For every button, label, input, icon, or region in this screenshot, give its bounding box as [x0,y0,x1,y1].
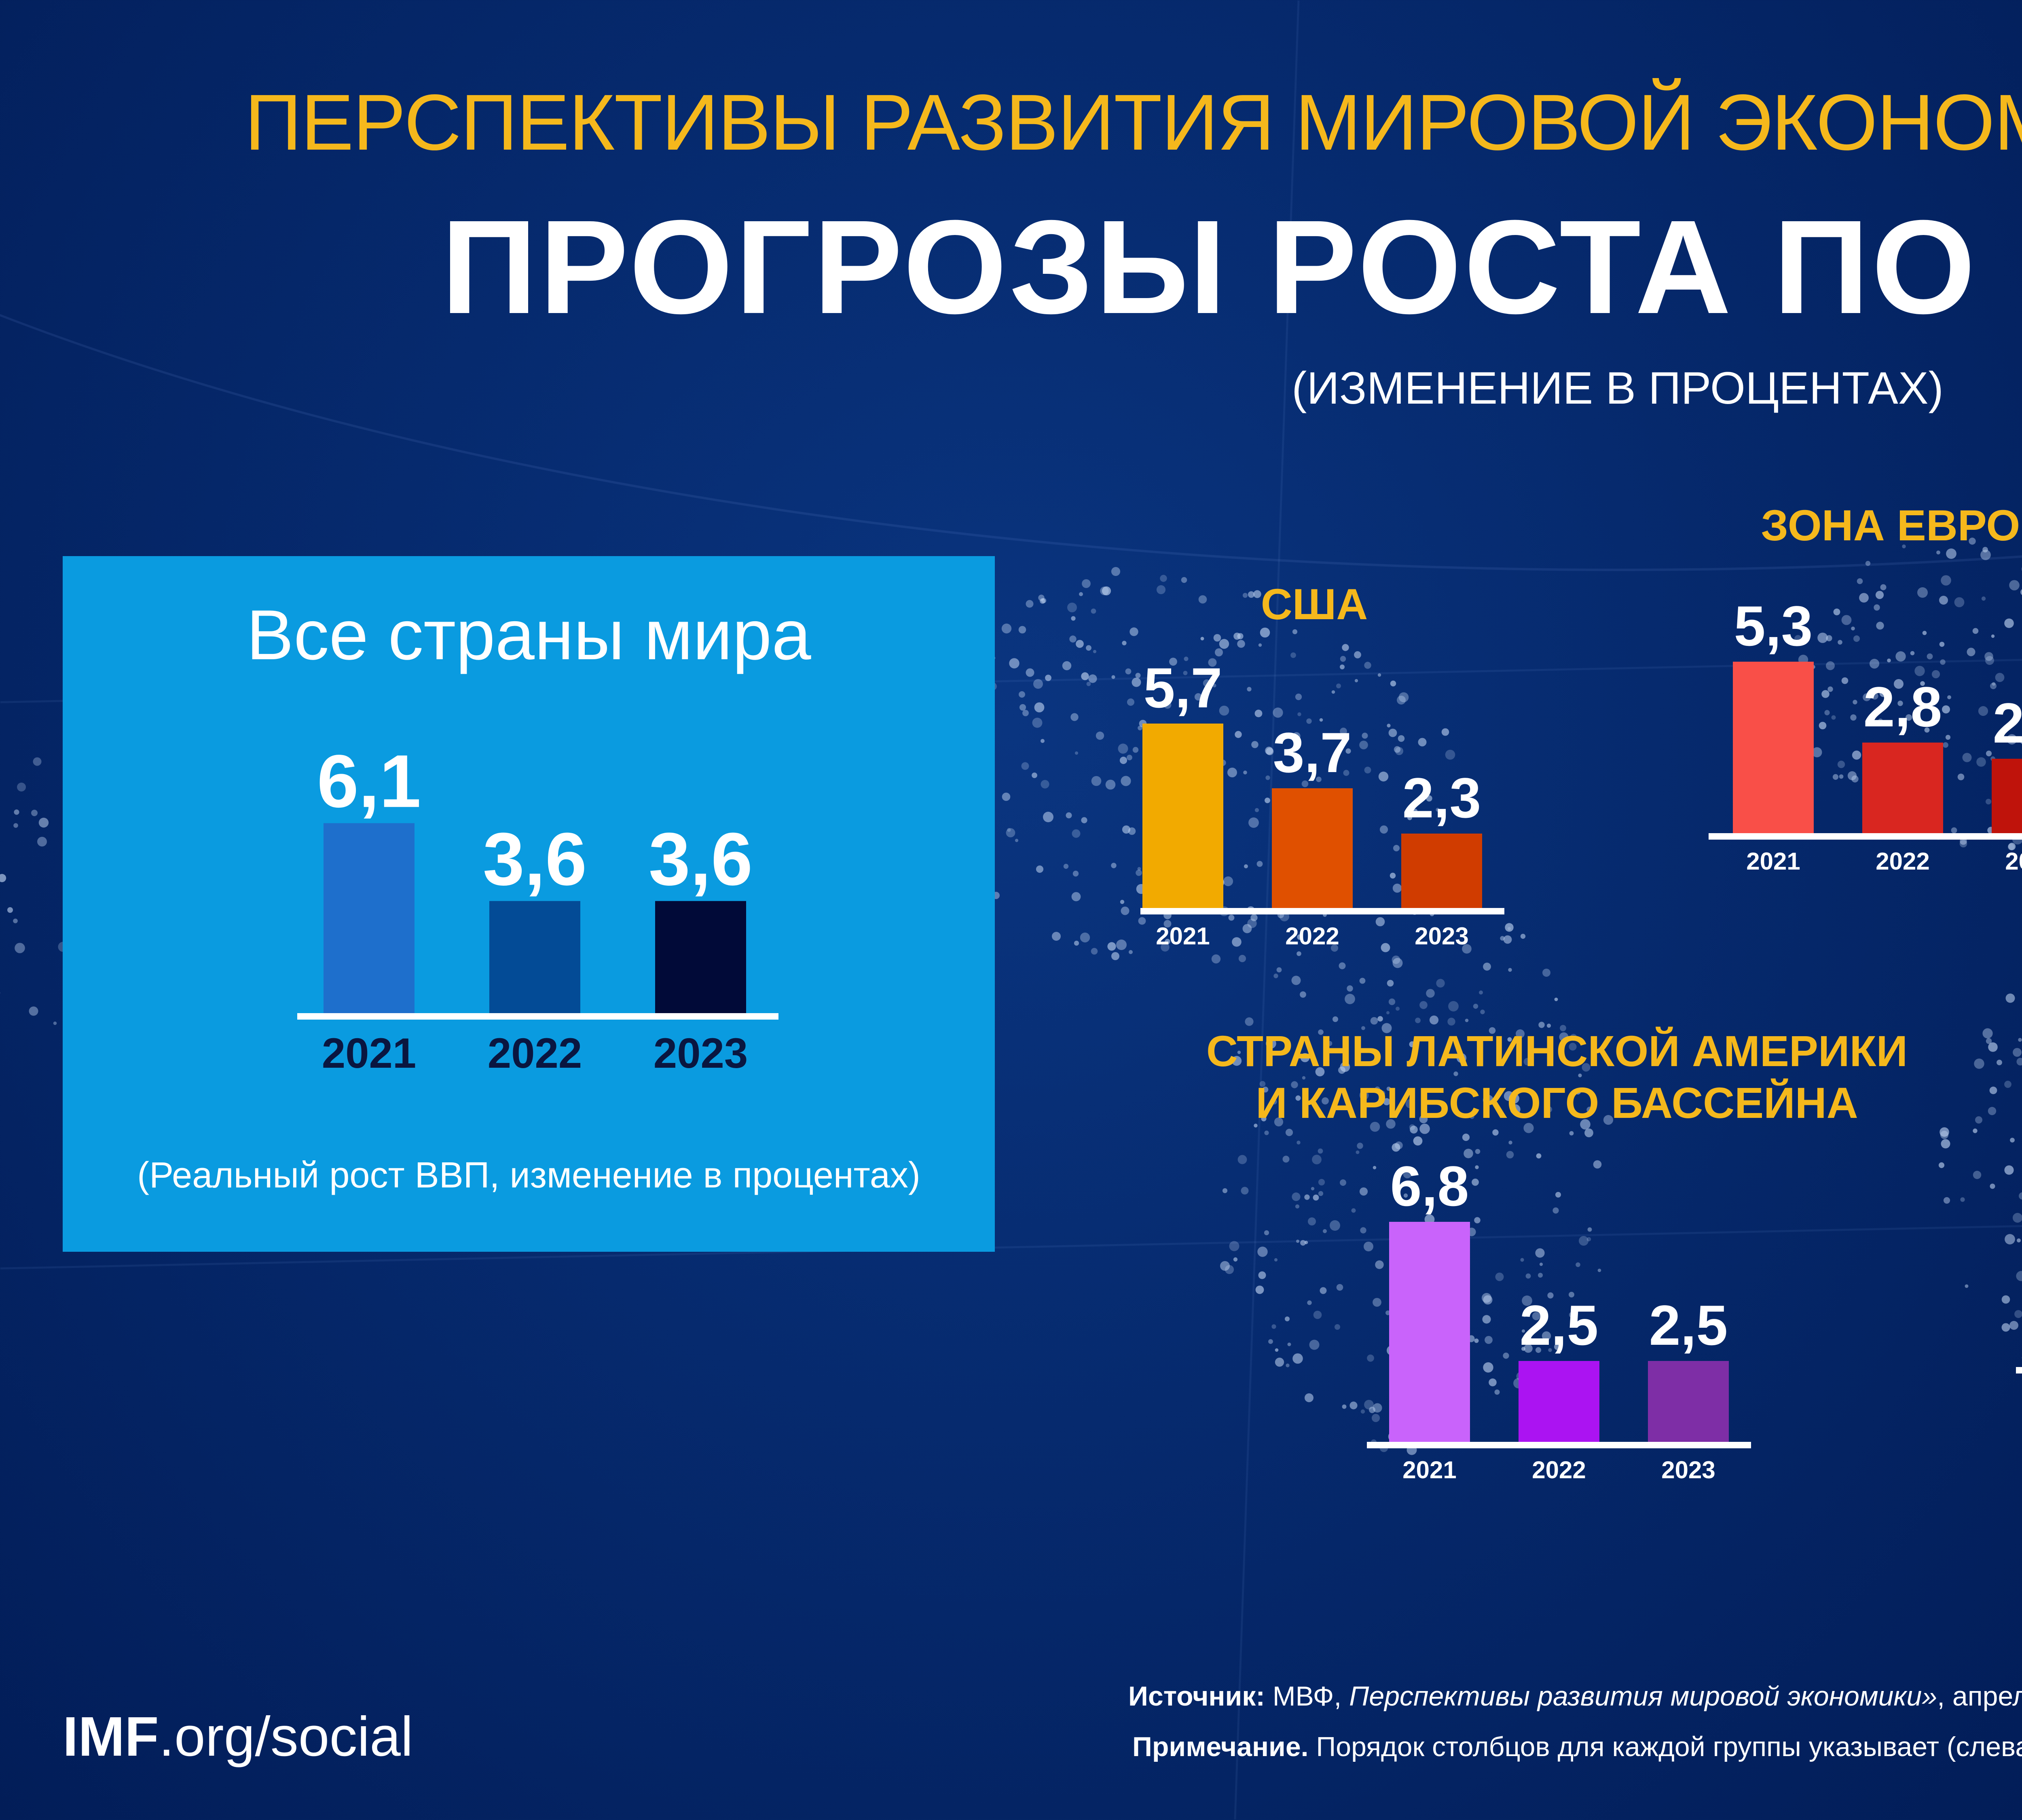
usa-value-label: 3,7 [1273,721,1352,784]
latam-value-label: 2,5 [1520,1293,1599,1357]
latam-tick-label: 2022 [1532,1456,1586,1484]
world-tick-label: 2021 [322,1030,417,1077]
world-bar-2023 [655,901,746,1013]
world-tick-label: 2023 [654,1030,748,1077]
world-panel-title: Все страны мира [246,596,811,675]
euro-tick-label: 2021 [1746,848,1800,875]
imf-social-link[interactable]: IMF.org/social [63,1706,413,1768]
usa-value-label: 5,7 [1144,656,1223,720]
euro-value-label: 5,3 [1734,594,1813,658]
latam-bar-2023 [1648,1361,1729,1442]
region-title-latam: СТРАНЫ ЛАТИНСКОЙ АМЕРИКИ И КАРИБСКОГО БАС… [1206,1026,1908,1127]
latam-value-label: 6,8 [1390,1154,1469,1218]
source-note: Источник: МВФ, Перспективы развития миро… [1128,1681,2022,1712]
footnote: Примечание. Порядок столбцов для каждой … [1132,1731,2022,1762]
world-value-label: 3,6 [483,818,587,901]
usa-bar-2022 [1272,788,1353,908]
euro-bar-2023 [1992,759,2022,833]
latam-bar-2021 [1389,1222,1470,1442]
euro-tick-label: 2023 [2005,848,2022,875]
latam-bar-2022 [1519,1361,1599,1442]
euro-bar-2022 [1862,743,1943,833]
euro-value-label: 2,3 [1993,691,2022,755]
page-subtitle: (ИЗМЕНЕНИЕ В ПРОЦЕНТАХ) [1292,363,1944,413]
euro-tick-label: 2022 [1876,848,1929,875]
usa-value-label: 2,3 [1402,766,1481,830]
world-bar-2021 [324,823,415,1013]
world-value-label: 3,6 [649,818,753,901]
usa-tick-label: 2022 [1285,923,1339,950]
world-bar-2022 [489,901,580,1013]
report-supertitle: ПЕРСПЕКТИВЫ РАЗВИТИЯ МИРОВОЙ ЭКОНОМИКИ, … [245,78,2022,167]
usa-tick-label: 2021 [1156,923,1210,950]
usa-tick-label: 2023 [1415,923,1468,950]
euro-bar-2021 [1733,662,1814,833]
region-title-euro: ЗОНА ЕВРО [1761,501,2020,550]
euro-value-label: 2,8 [1863,675,1942,739]
world-tick-label: 2022 [488,1030,582,1077]
world-value-label: 6,1 [317,740,421,823]
usa-bar-2021 [1142,724,1223,908]
page-title: ПРОГРОЗЫ РОСТА ПО РЕГИОНАМ [441,192,2022,341]
usa-bar-2023 [1401,834,1482,908]
latam-tick-label: 2023 [1661,1456,1715,1484]
world-panel-note: (Реальный рост ВВП, изменение в процента… [137,1155,920,1196]
region-title-usa: США [1261,580,1368,629]
latam-value-label: 2,5 [1649,1293,1728,1357]
latam-tick-label: 2021 [1402,1456,1456,1484]
